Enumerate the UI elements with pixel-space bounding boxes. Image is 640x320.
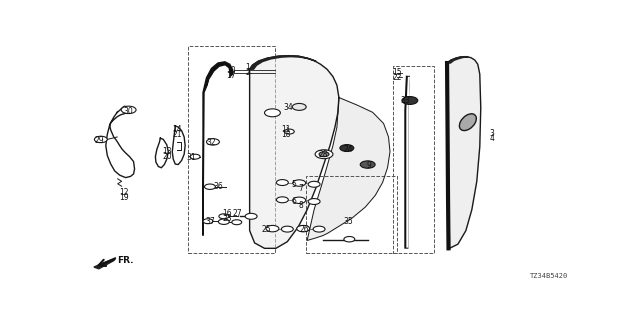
Circle shape <box>276 180 288 186</box>
Text: 11: 11 <box>281 125 291 134</box>
Circle shape <box>308 198 320 204</box>
Text: 22: 22 <box>393 73 402 82</box>
Text: 28: 28 <box>318 150 328 159</box>
Text: 37: 37 <box>205 218 215 227</box>
Text: 10: 10 <box>227 67 236 76</box>
Circle shape <box>319 152 329 157</box>
Text: TZ34B5420: TZ34B5420 <box>531 273 568 279</box>
Circle shape <box>284 129 294 134</box>
Circle shape <box>313 226 325 232</box>
Text: 8: 8 <box>298 201 303 210</box>
Text: 32: 32 <box>207 138 216 147</box>
Circle shape <box>266 225 279 232</box>
Text: 15: 15 <box>392 68 403 77</box>
Circle shape <box>245 213 257 219</box>
Circle shape <box>402 97 418 104</box>
Circle shape <box>94 136 108 143</box>
Text: 36: 36 <box>213 182 223 191</box>
Circle shape <box>292 103 306 110</box>
Circle shape <box>292 180 306 186</box>
Text: FR.: FR. <box>117 256 134 265</box>
Text: 1: 1 <box>245 63 250 72</box>
Text: 35: 35 <box>343 217 353 226</box>
Circle shape <box>218 219 229 224</box>
Text: 25: 25 <box>261 225 271 234</box>
Text: 18: 18 <box>281 130 291 139</box>
Circle shape <box>282 226 293 232</box>
Polygon shape <box>447 57 481 248</box>
Polygon shape <box>250 56 316 69</box>
Circle shape <box>219 214 229 219</box>
Circle shape <box>207 139 220 145</box>
Circle shape <box>292 197 306 204</box>
Text: 4: 4 <box>489 134 494 143</box>
Circle shape <box>308 181 320 187</box>
Polygon shape <box>250 56 339 248</box>
Circle shape <box>340 145 354 151</box>
Circle shape <box>203 219 213 224</box>
Text: 5: 5 <box>292 180 297 189</box>
Text: 3: 3 <box>489 129 494 138</box>
Circle shape <box>344 236 355 242</box>
Text: 12: 12 <box>119 188 129 197</box>
Bar <box>394 66 434 253</box>
Polygon shape <box>447 57 468 63</box>
Circle shape <box>360 161 375 168</box>
Text: 20: 20 <box>163 152 172 161</box>
Text: 33: 33 <box>400 96 410 105</box>
Text: 21: 21 <box>172 130 182 139</box>
Circle shape <box>205 184 216 189</box>
Text: 24: 24 <box>343 145 353 154</box>
Polygon shape <box>203 62 233 236</box>
Text: 9: 9 <box>366 161 371 170</box>
Text: 7: 7 <box>298 184 303 193</box>
Text: 29: 29 <box>94 136 104 145</box>
Text: 27: 27 <box>233 209 243 218</box>
Bar <box>188 46 275 253</box>
Circle shape <box>232 220 242 225</box>
Circle shape <box>276 197 288 203</box>
Circle shape <box>264 109 280 117</box>
Polygon shape <box>94 258 116 269</box>
Ellipse shape <box>460 114 476 131</box>
Text: 14: 14 <box>172 125 182 134</box>
Text: 13: 13 <box>163 147 172 156</box>
Text: 2: 2 <box>245 68 250 77</box>
Text: 23: 23 <box>222 214 232 223</box>
Circle shape <box>297 225 310 232</box>
Text: 31: 31 <box>187 153 196 162</box>
Circle shape <box>315 150 333 159</box>
Text: 19: 19 <box>119 193 129 202</box>
Circle shape <box>190 154 200 159</box>
Text: 30: 30 <box>124 107 134 116</box>
Circle shape <box>121 106 136 114</box>
Text: 6: 6 <box>292 197 297 206</box>
Text: 17: 17 <box>227 71 236 80</box>
Polygon shape <box>307 98 390 240</box>
Text: 16: 16 <box>222 209 232 218</box>
Bar <box>306 176 397 253</box>
Text: 34: 34 <box>284 103 293 112</box>
Text: 26: 26 <box>300 225 310 234</box>
Polygon shape <box>207 66 229 236</box>
